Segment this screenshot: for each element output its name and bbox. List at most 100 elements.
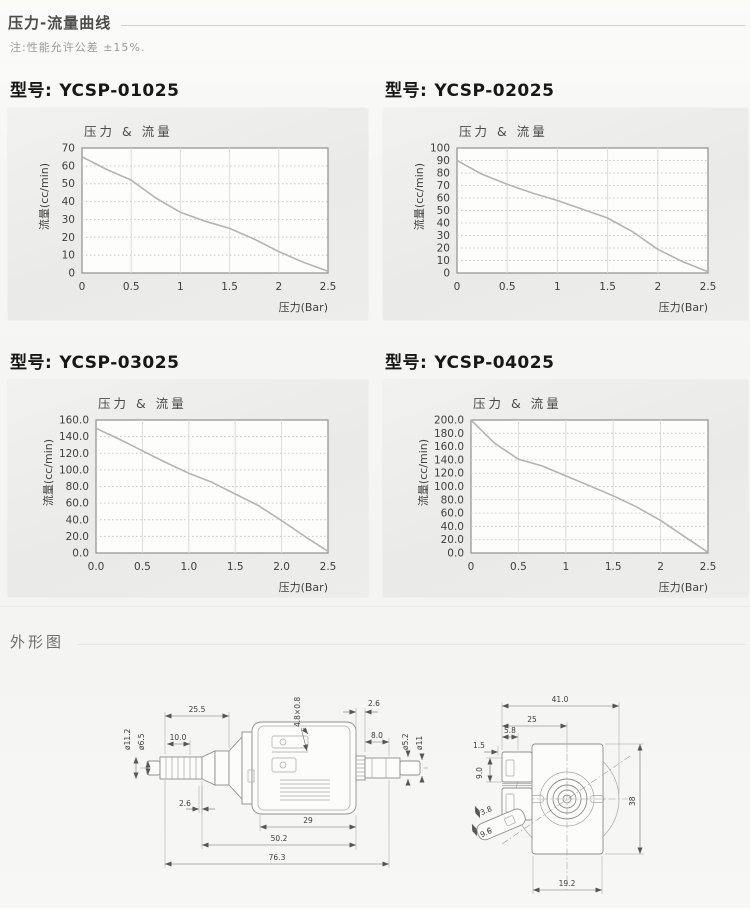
- dim-step-2-6: 2.6: [179, 799, 191, 808]
- y-tick-label: 100: [430, 143, 450, 155]
- x-axis-label: 压力(Bar): [659, 581, 708, 594]
- model-name: YCSP-01025: [59, 81, 180, 101]
- x-tick-label: 0: [468, 561, 475, 573]
- pump-side-view-drawing: 25.5 10.0 4.8×0.8 2.6 8.0 ø11.2 ø6.5 ø5.…: [123, 697, 428, 868]
- y-axis-label: 流量(cc/min): [41, 439, 55, 506]
- chart-card: 0.0 20.0 40.0 60.0 80.0 100.0 120.0 140.0 160.0 0…: [8, 380, 368, 597]
- y-tick-label: 20: [62, 232, 75, 244]
- section-title: 压力-流量曲线: [8, 14, 112, 32]
- y-tick-label: 40.0: [441, 521, 464, 533]
- x-axis-label: 压力(Bar): [279, 301, 328, 314]
- y-tick-label: 10: [437, 255, 450, 267]
- x-tick-label: 0.5: [510, 561, 527, 573]
- chart-title: 压力 & 流量: [84, 124, 173, 139]
- x-tick-label: 1: [554, 281, 561, 293]
- y-tick-label: 60.0: [441, 508, 464, 520]
- y-tick-label: 80: [437, 168, 450, 180]
- x-tick-label: 2: [654, 281, 661, 293]
- y-tick-label: 20: [437, 243, 450, 255]
- pressure-flow-chart: 0.020.040.060.080.0100.0120.0140.0160.01…: [416, 396, 717, 594]
- chart-model-title: 型号: YCSP-03025: [10, 348, 368, 373]
- x-tick-labels: 0 0.5 1 1.5 2 2.5: [468, 561, 717, 573]
- y-tick-label: 100.0: [59, 464, 89, 476]
- y-tick-label: 40: [437, 218, 450, 230]
- x-tick-label: 1.5: [221, 281, 238, 293]
- y-axis-label: 流量(cc/min): [416, 439, 430, 506]
- y-tick-label: 90: [437, 155, 450, 167]
- chart-block-ycsp-04025: 型号: YCSP-04025 0.0 20.0 40.0 60.0 80.0 100.0 12…: [383, 348, 748, 597]
- dim-dia-11-2: ø11.2: [123, 728, 132, 750]
- dim-dia-11: ø11: [415, 736, 424, 750]
- header-rule: [78, 644, 746, 645]
- y-tick-label: 60: [62, 160, 75, 172]
- pressure-flow-section-header: 压力-流量曲线: [8, 12, 746, 33]
- tolerance-note: 注:性能允许公差 ±15%.: [10, 41, 146, 54]
- model-name: YCSP-03025: [59, 353, 180, 373]
- x-tick-label: 0.5: [123, 281, 140, 293]
- chart-card: 0 10 20 30 40 50 60 70 80 90 100 0 0.5 1 1.5 2 2.5 压力 & 流…: [383, 108, 748, 320]
- flow-curve: [95, 427, 329, 552]
- model-prefix-label: 型号:: [10, 81, 53, 101]
- x-tick-label: 0.0: [88, 561, 105, 573]
- y-tick-label: 40: [62, 196, 75, 208]
- model-name: YCSP-02025: [434, 81, 555, 101]
- x-axis-label: 压力(Bar): [279, 581, 328, 594]
- y-tick-label: 200.0: [434, 415, 464, 427]
- dim-9-6: 9.6: [479, 826, 494, 839]
- chart-model-title: 型号: YCSP-04025: [385, 348, 748, 373]
- chart-model-title: 型号: YCSP-01025: [10, 76, 368, 101]
- x-tick-label: 0.5: [499, 281, 516, 293]
- horizontal-gridlines: [96, 436, 328, 537]
- x-tick-label: 0: [454, 281, 461, 293]
- y-tick-label: 50: [437, 205, 450, 217]
- dim-38: 38: [628, 796, 637, 806]
- model-name: YCSP-04025: [434, 353, 555, 373]
- y-tick-labels: 0 10 20 30 40 50 60 70: [62, 143, 75, 280]
- chart-block-ycsp-02025: 型号: YCSP-02025 0 10 20 30 40 50 60 70 80 90 100 0 0.5…: [383, 76, 748, 320]
- flow-curve: [81, 156, 329, 272]
- dim-outlet-8-0: 8.0: [371, 731, 383, 740]
- dim-25: 25: [527, 715, 537, 724]
- y-tick-label: 10: [62, 250, 75, 262]
- x-tick-label: 2.5: [700, 561, 717, 573]
- chart-model-title: 型号: YCSP-02025: [385, 76, 748, 101]
- dim-41-0: 41.0: [552, 695, 569, 704]
- dim-terminal-slot: 4.8×0.8: [293, 697, 302, 727]
- flow-curve: [456, 159, 709, 273]
- y-tick-label: 60.0: [66, 498, 89, 510]
- section-title: 外形图: [10, 633, 65, 651]
- x-tick-label: 1.5: [227, 561, 244, 573]
- chart-block-ycsp-01025: 型号: YCSP-01025 0 10 20 30 40 50 60 70 0 0.5 1 1.5 2 2.…: [8, 76, 368, 320]
- end-view-dimensions: 41.0 25 5.8 1.5 9.0 38 19.2 3.8 9.6: [471, 695, 644, 894]
- y-tick-label: 80.0: [441, 494, 464, 506]
- y-tick-label: 70: [62, 143, 75, 155]
- y-tick-label: 40.0: [66, 514, 89, 526]
- dim-9-0: 9.0: [475, 767, 484, 779]
- y-axis-label: 流量(cc/min): [412, 163, 426, 230]
- dim-body-25-5: 25.5: [189, 705, 206, 714]
- x-tick-label: 1: [562, 561, 569, 573]
- horizontal-gridlines: [457, 160, 708, 261]
- y-tick-label: 140.0: [59, 431, 89, 443]
- y-tick-label: 180.0: [434, 428, 464, 440]
- pump-side-outline: [140, 721, 428, 815]
- pump-end-outline: [476, 743, 631, 890]
- vertical-gridlines: [517, 420, 662, 553]
- header-rule: [121, 24, 746, 26]
- mounting-lug: [476, 808, 526, 841]
- y-tick-label: 120.0: [59, 448, 89, 460]
- y-tick-label: 70: [437, 180, 450, 192]
- dim-body-29: 29: [303, 816, 313, 825]
- x-tick-label: 1.5: [599, 281, 616, 293]
- pressure-flow-chart: 0.020.040.060.080.0100.0120.0140.0160.00…: [41, 396, 336, 594]
- dim-1-5: 1.5: [473, 741, 485, 750]
- x-tick-label: 1.5: [605, 561, 622, 573]
- flow-curve: [470, 419, 709, 553]
- x-tick-label: 2.5: [320, 281, 337, 293]
- x-tick-label: 2: [275, 281, 282, 293]
- pump-end-view-drawing: 41.0 25 5.8 1.5 9.0 38 19.2 3.8 9.6: [471, 695, 644, 894]
- chart-title: 压力 & 流量: [98, 396, 187, 411]
- y-tick-label: 0: [443, 268, 450, 280]
- y-axis-label: 流量(cc/min): [37, 163, 51, 230]
